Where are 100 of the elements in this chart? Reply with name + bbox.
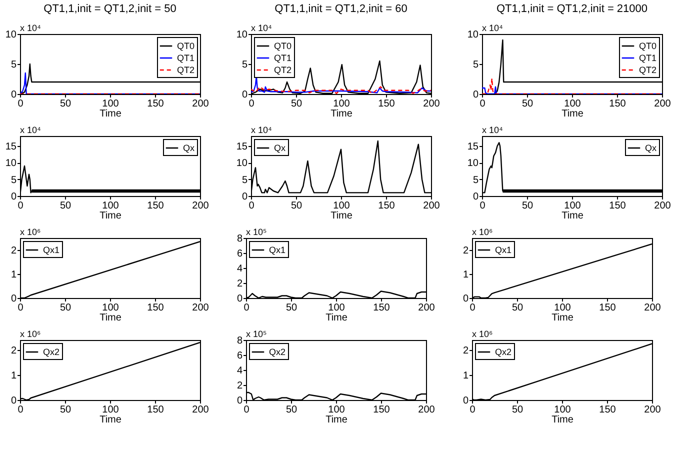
x-axis-title: Time	[326, 414, 348, 426]
text: x 10⁴	[251, 23, 272, 33]
y-tick-label: 5	[472, 60, 479, 70]
y-tick-label: 5	[10, 174, 17, 186]
x-tick-label: 0	[248, 200, 255, 212]
x-tick-label: 0	[248, 98, 255, 110]
y-tick-label: 0	[236, 396, 243, 406]
y-tick-label: 2	[10, 246, 17, 256]
legend-label: QT1	[274, 53, 292, 63]
y-tick-label: 0	[10, 90, 17, 100]
y-tick-label: 1	[462, 270, 469, 280]
x-axis-title: Time	[330, 108, 353, 120]
legend-label: QT0	[177, 41, 195, 51]
y-tick-label: 8	[236, 234, 243, 244]
x-tick-label: 150	[378, 200, 396, 212]
x-tick-label: 150	[378, 98, 396, 110]
x-tick-label: 150	[147, 200, 164, 212]
legend-label: QT2	[274, 65, 292, 75]
x-tick-label: 200	[418, 404, 436, 416]
x-tick-label: 50	[290, 98, 302, 110]
x-tick-label: 100	[102, 98, 120, 110]
x-tick-label: 200	[192, 302, 210, 314]
legend-label: QT0	[639, 41, 657, 51]
y-tick-label: 0	[10, 192, 17, 202]
legend-label: Qx	[183, 143, 195, 153]
text: x 10⁶	[20, 329, 42, 339]
text: x 10⁴	[20, 23, 42, 33]
y-tick-label: 0	[462, 396, 469, 406]
x-tick-label: 50	[286, 302, 298, 314]
legend-label: QT1	[639, 53, 657, 63]
x-tick-label: 100	[333, 98, 350, 110]
legend-label: Qx1	[43, 245, 60, 255]
y-tick-label: 10	[467, 30, 479, 40]
y-tick-label: 0	[242, 192, 248, 202]
x-tick-label: 150	[147, 404, 164, 416]
y-tick-label: 0	[236, 294, 243, 304]
text: x 10⁴	[482, 125, 504, 135]
x-tick-label: 100	[102, 404, 120, 416]
x-tick-label: 50	[60, 404, 72, 416]
x-tick-label: 150	[599, 404, 616, 416]
x-axis-title: Time	[330, 210, 353, 222]
x-tick-label: 200	[192, 98, 210, 110]
x-tick-label: 50	[512, 404, 524, 416]
y-tick-label: 10	[236, 158, 248, 170]
x-tick-label: 0	[480, 98, 486, 110]
y-tick-label: 0	[472, 192, 479, 202]
y-tick-label: 0	[462, 294, 469, 304]
x-tick-label: 200	[192, 404, 210, 416]
text: x 10⁶	[20, 227, 42, 237]
y-tick-label: 2	[236, 278, 243, 290]
x-tick-label: 100	[328, 302, 346, 314]
x-tick-label: 100	[102, 302, 120, 314]
y-tick-label: 0	[10, 396, 17, 406]
legend-label: Qx2	[43, 347, 60, 357]
x-tick-label: 200	[418, 302, 436, 314]
x-axis-title: Time	[562, 210, 584, 222]
x-tick-label: 50	[512, 302, 524, 314]
x-tick-label: 200	[423, 98, 440, 110]
y-tick-label: 2	[462, 346, 469, 356]
x-tick-label: 200	[644, 404, 662, 416]
legend-label: Qx	[645, 143, 657, 153]
x-tick-label: 0	[18, 302, 24, 314]
y-tick-label: 2	[236, 380, 243, 392]
y-tick-label: 10	[236, 30, 248, 40]
legend-label: Qx2	[269, 347, 286, 357]
text: x 10⁴	[20, 125, 42, 135]
x-tick-label: 50	[522, 98, 534, 110]
legend-label: Qx	[274, 143, 286, 153]
x-tick-label: 0	[18, 200, 24, 212]
text: x 10⁶	[472, 227, 494, 237]
legend-label: QT0	[274, 41, 292, 51]
legend-label: Qx2	[495, 347, 512, 357]
x-tick-label: 50	[290, 200, 302, 212]
x-axis-title: Time	[552, 414, 574, 426]
x-tick-label: 100	[333, 200, 350, 212]
x-tick-label: 150	[373, 302, 390, 314]
x-axis-title: Time	[562, 108, 584, 120]
y-tick-label: 1	[462, 370, 469, 382]
y-tick-label: 5	[10, 60, 17, 70]
x-tick-label: 100	[564, 98, 582, 110]
text: x 10⁴	[251, 125, 272, 135]
x-tick-label: 200	[192, 200, 210, 212]
x-tick-label: 200	[654, 200, 672, 212]
x-tick-label: 100	[328, 404, 346, 416]
legend-label: QT1	[177, 53, 195, 63]
x-tick-label: 50	[60, 200, 72, 212]
text: x 10⁶	[472, 329, 494, 339]
x-axis-title: Time	[100, 312, 122, 324]
y-tick-label: 0	[10, 294, 17, 304]
y-tick-label: 6	[236, 248, 243, 260]
x-tick-label: 150	[599, 302, 616, 314]
y-tick-label: 15	[5, 142, 17, 152]
y-tick-label: 4	[236, 264, 243, 274]
y-tick-label: 15	[236, 142, 248, 152]
text: x 10⁴	[482, 23, 504, 33]
legend-label: Qx1	[495, 245, 512, 255]
x-axis-title: Time	[100, 414, 122, 426]
x-tick-label: 0	[18, 404, 24, 416]
x-tick-label: 0	[480, 200, 486, 212]
y-tick-label: 2	[462, 246, 469, 256]
